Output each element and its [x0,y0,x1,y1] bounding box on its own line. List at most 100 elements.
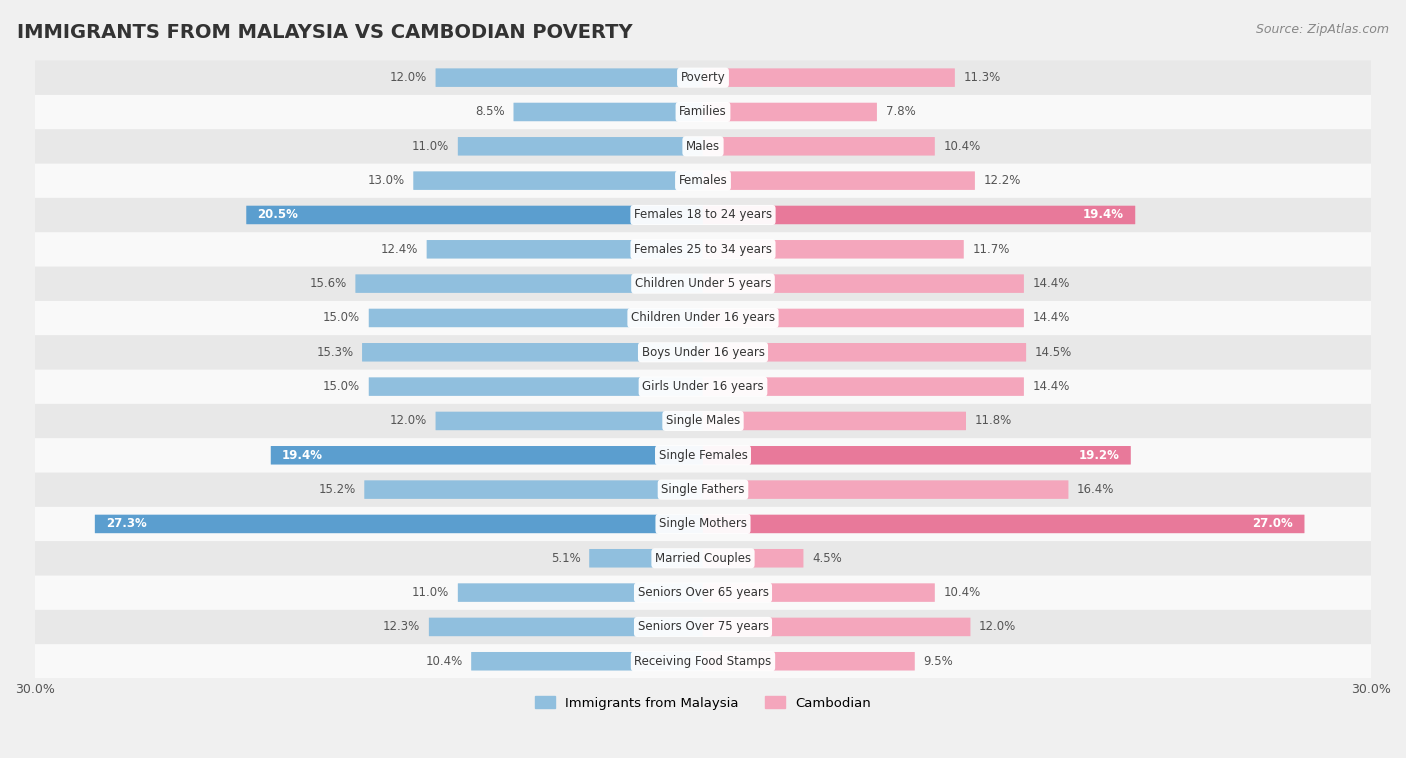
FancyBboxPatch shape [94,515,703,533]
Text: Single Fathers: Single Fathers [661,483,745,496]
FancyBboxPatch shape [35,575,1371,609]
FancyBboxPatch shape [429,618,703,636]
FancyBboxPatch shape [35,198,1371,232]
Text: 14.4%: 14.4% [1032,312,1070,324]
FancyBboxPatch shape [35,541,1371,575]
Text: 19.4%: 19.4% [1083,208,1123,221]
Text: 10.4%: 10.4% [943,139,981,153]
FancyBboxPatch shape [703,274,1024,293]
FancyBboxPatch shape [368,309,703,327]
Text: Single Females: Single Females [658,449,748,462]
FancyBboxPatch shape [703,102,877,121]
Text: 4.5%: 4.5% [813,552,842,565]
Text: 11.0%: 11.0% [412,586,449,599]
FancyBboxPatch shape [703,652,915,671]
Text: 20.5%: 20.5% [257,208,298,221]
Text: 13.0%: 13.0% [367,174,405,187]
Text: Girls Under 16 years: Girls Under 16 years [643,380,763,393]
Text: IMMIGRANTS FROM MALAYSIA VS CAMBODIAN POVERTY: IMMIGRANTS FROM MALAYSIA VS CAMBODIAN PO… [17,23,633,42]
FancyBboxPatch shape [703,68,955,87]
Text: Children Under 5 years: Children Under 5 years [634,277,772,290]
FancyBboxPatch shape [436,412,703,431]
Text: 10.4%: 10.4% [943,586,981,599]
FancyBboxPatch shape [35,301,1371,335]
FancyBboxPatch shape [35,95,1371,129]
Text: 8.5%: 8.5% [475,105,505,118]
Text: 12.2%: 12.2% [984,174,1021,187]
Text: 15.2%: 15.2% [318,483,356,496]
Text: 11.7%: 11.7% [973,243,1010,255]
Text: 5.1%: 5.1% [551,552,581,565]
FancyBboxPatch shape [35,335,1371,369]
FancyBboxPatch shape [35,129,1371,164]
Text: 7.8%: 7.8% [886,105,915,118]
Text: 15.6%: 15.6% [309,277,347,290]
FancyBboxPatch shape [703,618,970,636]
Text: Source: ZipAtlas.com: Source: ZipAtlas.com [1256,23,1389,36]
FancyBboxPatch shape [703,137,935,155]
Text: Families: Families [679,105,727,118]
FancyBboxPatch shape [703,412,966,431]
FancyBboxPatch shape [35,164,1371,198]
Text: 9.5%: 9.5% [924,655,953,668]
Text: 15.3%: 15.3% [316,346,353,359]
Text: 14.4%: 14.4% [1032,380,1070,393]
Text: 10.4%: 10.4% [425,655,463,668]
FancyBboxPatch shape [703,377,1024,396]
FancyBboxPatch shape [703,240,963,258]
Text: Males: Males [686,139,720,153]
Text: 11.3%: 11.3% [963,71,1001,84]
FancyBboxPatch shape [35,61,1371,95]
FancyBboxPatch shape [703,205,1135,224]
Text: 15.0%: 15.0% [323,380,360,393]
FancyBboxPatch shape [458,137,703,155]
FancyBboxPatch shape [436,68,703,87]
FancyBboxPatch shape [703,515,1305,533]
Text: 12.4%: 12.4% [381,243,418,255]
Text: 11.8%: 11.8% [974,415,1012,428]
FancyBboxPatch shape [703,343,1026,362]
Text: Single Males: Single Males [666,415,740,428]
FancyBboxPatch shape [703,171,974,190]
FancyBboxPatch shape [458,584,703,602]
Text: 27.0%: 27.0% [1253,518,1294,531]
Text: 12.0%: 12.0% [389,71,427,84]
Text: Married Couples: Married Couples [655,552,751,565]
FancyBboxPatch shape [703,549,803,568]
FancyBboxPatch shape [703,584,935,602]
FancyBboxPatch shape [35,644,1371,678]
FancyBboxPatch shape [35,404,1371,438]
Text: Single Mothers: Single Mothers [659,518,747,531]
FancyBboxPatch shape [271,446,703,465]
FancyBboxPatch shape [35,369,1371,404]
FancyBboxPatch shape [703,446,1130,465]
Legend: Immigrants from Malaysia, Cambodian: Immigrants from Malaysia, Cambodian [530,691,876,715]
FancyBboxPatch shape [471,652,703,671]
FancyBboxPatch shape [513,102,703,121]
FancyBboxPatch shape [35,267,1371,301]
FancyBboxPatch shape [246,205,703,224]
Text: Females 25 to 34 years: Females 25 to 34 years [634,243,772,255]
Text: 14.4%: 14.4% [1032,277,1070,290]
Text: Females: Females [679,174,727,187]
FancyBboxPatch shape [368,377,703,396]
Text: 12.0%: 12.0% [979,621,1017,634]
Text: Children Under 16 years: Children Under 16 years [631,312,775,324]
FancyBboxPatch shape [364,481,703,499]
Text: 14.5%: 14.5% [1035,346,1071,359]
FancyBboxPatch shape [363,343,703,362]
Text: Seniors Over 65 years: Seniors Over 65 years [637,586,769,599]
Text: Poverty: Poverty [681,71,725,84]
FancyBboxPatch shape [413,171,703,190]
FancyBboxPatch shape [356,274,703,293]
Text: 27.3%: 27.3% [107,518,148,531]
Text: 15.0%: 15.0% [323,312,360,324]
FancyBboxPatch shape [703,309,1024,327]
FancyBboxPatch shape [703,481,1069,499]
FancyBboxPatch shape [35,609,1371,644]
Text: 16.4%: 16.4% [1077,483,1115,496]
FancyBboxPatch shape [35,232,1371,267]
FancyBboxPatch shape [35,438,1371,472]
Text: 19.2%: 19.2% [1078,449,1119,462]
FancyBboxPatch shape [35,472,1371,507]
